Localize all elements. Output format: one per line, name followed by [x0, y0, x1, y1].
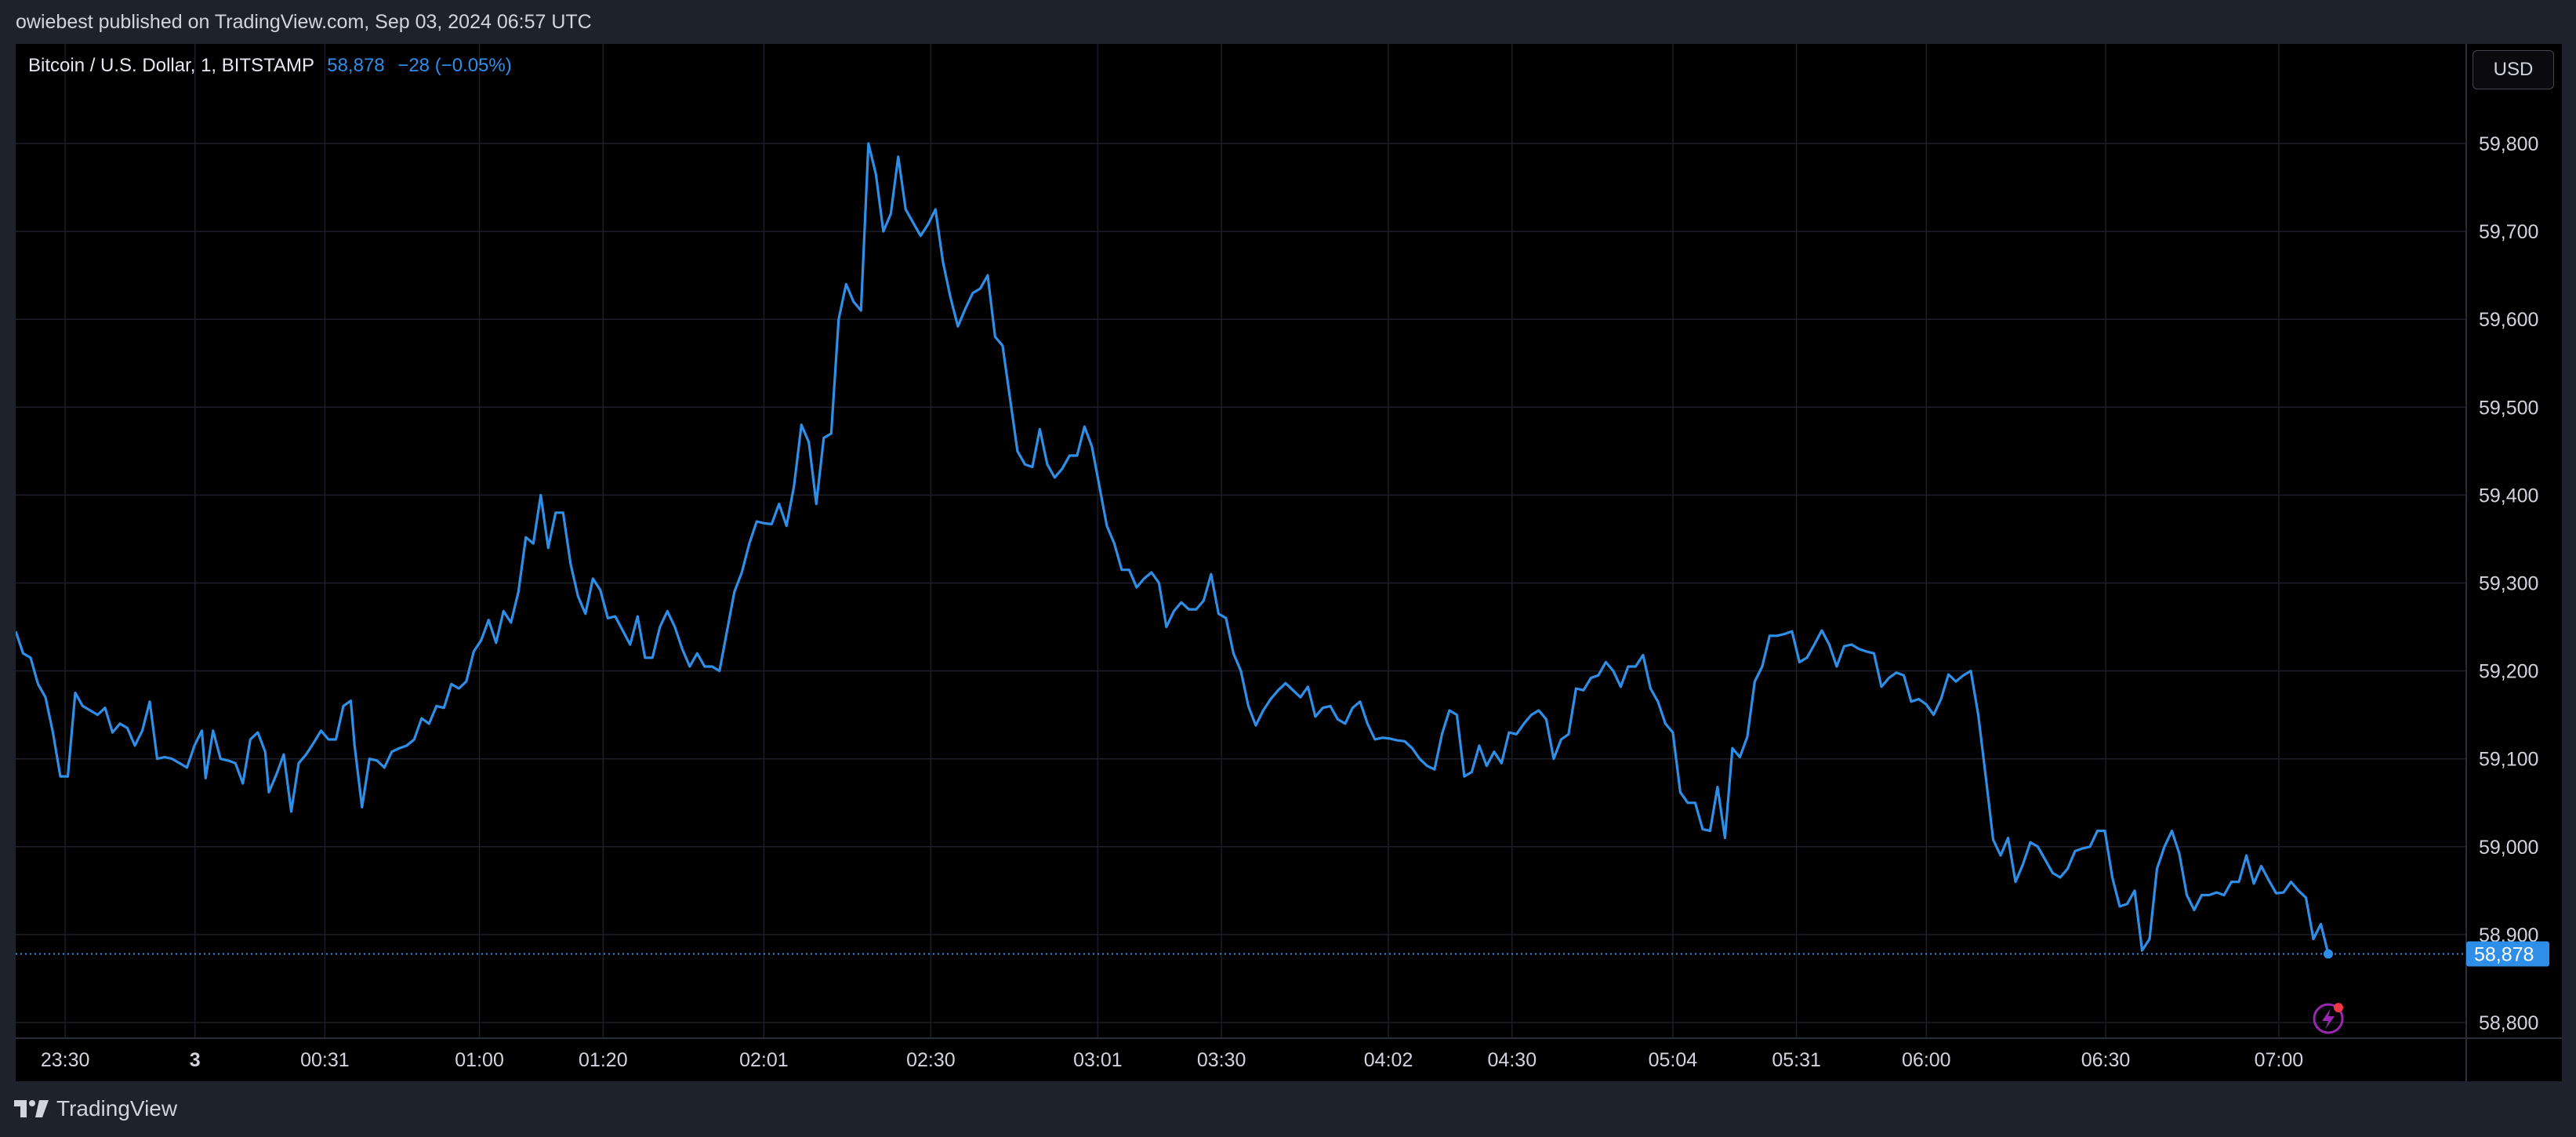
symbol-title: Bitcoin / U.S. Dollar, 1, BITSTAMP [28, 55, 314, 76]
last-price-marker: 58,878 [16, 941, 2549, 967]
y-tick-label: 59,400 [2479, 485, 2538, 507]
x-tick-label: 06:00 [1902, 1049, 1951, 1071]
currency-button[interactable]: USD [2473, 50, 2554, 89]
x-tick-label: 02:30 [906, 1049, 956, 1071]
time-axis: 23:30 3 00:31 01:00 01:20 02:01 02:30 03:01 03:3… [16, 1037, 2562, 1071]
tradingview-logo-icon [14, 1100, 49, 1117]
brand-name: TradingView [56, 1096, 178, 1121]
y-tick-label: 59,000 [2479, 837, 2538, 859]
y-tick-label: 59,100 [2479, 749, 2538, 771]
last-price-dot [2324, 949, 2333, 959]
y-tick-label: 59,600 [2479, 309, 2538, 331]
x-tick-label: 03:30 [1197, 1049, 1246, 1071]
x-tick-label: 3 [190, 1049, 201, 1071]
last-price-badge [2466, 941, 2549, 967]
x-tick-label: 00:31 [300, 1049, 350, 1071]
grid [16, 44, 2466, 1038]
x-tick-label: 05:31 [1772, 1049, 1821, 1071]
price-axis: 58,80058,90059,00059,10059,20059,30059,4… [2465, 44, 2538, 1081]
x-tick-label: 01:00 [455, 1049, 504, 1071]
y-tick-label: 58,800 [2479, 1012, 2538, 1034]
x-tick-label: 07:00 [2255, 1049, 2304, 1071]
footer-brand[interactable]: TradingView [14, 1096, 177, 1121]
legend-change: −28 (−0.05%) [397, 55, 512, 76]
y-tick-label: 59,800 [2479, 133, 2538, 155]
x-tick-label: 05:04 [1649, 1049, 1698, 1071]
x-tick-label: 04:02 [1364, 1049, 1413, 1071]
y-tick-label: 59,200 [2479, 661, 2538, 683]
lightning-icon[interactable] [2313, 1003, 2344, 1034]
x-tick-label: 04:30 [1488, 1049, 1537, 1071]
chart-pane[interactable]: 58,800 58,900 59,000 59,100 59,200 59,300 59,4… [16, 44, 2562, 1081]
y-tick-label: 59,300 [2479, 573, 2538, 595]
legend-price: 58,878 [327, 55, 385, 76]
y-tick-label: 59,500 [2479, 397, 2538, 419]
price-chart[interactable]: 58,80058,90059,00059,10059,20059,30059,4… [16, 44, 2562, 1081]
last-price-label: 58,878 [2474, 944, 2534, 966]
x-tick-label: 23:30 [41, 1049, 90, 1071]
y-tick-label: 59,700 [2479, 221, 2538, 243]
price-line-layer [16, 142, 2330, 954]
x-tick-label: 01:20 [579, 1049, 628, 1071]
symbol-legend: Bitcoin / U.S. Dollar, 1, BITSTAMP 58,87… [28, 55, 512, 77]
x-tick-label: 02:01 [739, 1049, 789, 1071]
publish-line: owiebest published on TradingView.com, S… [16, 11, 592, 33]
x-tick-label: 03:01 [1073, 1049, 1123, 1071]
x-tick-label: 06:30 [2081, 1049, 2131, 1071]
price-series-line [16, 142, 2330, 954]
